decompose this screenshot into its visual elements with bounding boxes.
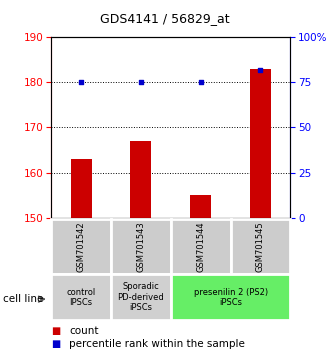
Bar bbox=[171, 274, 290, 320]
Point bbox=[79, 80, 84, 85]
Text: presenilin 2 (PS2)
iPSCs: presenilin 2 (PS2) iPSCs bbox=[193, 288, 268, 307]
Bar bbox=[171, 219, 231, 274]
Text: ■: ■ bbox=[51, 326, 60, 336]
Bar bbox=[130, 141, 151, 218]
Bar bbox=[190, 195, 211, 218]
Point bbox=[258, 67, 263, 73]
Point bbox=[138, 80, 144, 85]
Point bbox=[198, 80, 203, 85]
Bar bbox=[231, 219, 290, 274]
Bar bbox=[111, 219, 171, 274]
Text: count: count bbox=[69, 326, 99, 336]
Text: ■: ■ bbox=[51, 339, 60, 349]
Bar bbox=[51, 274, 111, 320]
Bar bbox=[71, 159, 91, 218]
Bar bbox=[111, 274, 171, 320]
Text: GSM701545: GSM701545 bbox=[256, 222, 265, 272]
Bar bbox=[250, 69, 271, 218]
Bar bbox=[51, 219, 111, 274]
Text: Sporadic
PD-derived
iPSCs: Sporadic PD-derived iPSCs bbox=[117, 282, 164, 312]
Text: GSM701542: GSM701542 bbox=[77, 222, 85, 272]
Text: GSM701543: GSM701543 bbox=[136, 222, 146, 272]
Text: cell line: cell line bbox=[3, 294, 44, 304]
Text: percentile rank within the sample: percentile rank within the sample bbox=[69, 339, 245, 349]
Text: GSM701544: GSM701544 bbox=[196, 222, 205, 272]
Text: control
IPSCs: control IPSCs bbox=[66, 288, 96, 307]
Text: GDS4141 / 56829_at: GDS4141 / 56829_at bbox=[100, 12, 230, 25]
